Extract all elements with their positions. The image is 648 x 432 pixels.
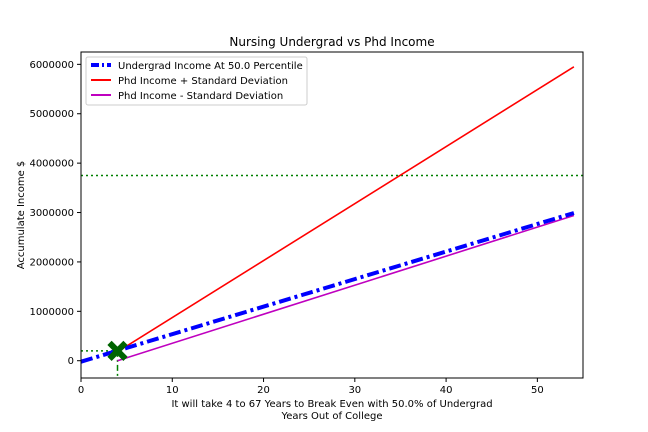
break-even-marker [107, 340, 128, 361]
y-tick-label: 4000000 [29, 159, 74, 170]
chart-title: Nursing Undergrad vs Phd Income [229, 35, 434, 49]
legend-label-phd-plus: Phd Income + Standard Deviation [118, 76, 288, 87]
x-axis-label-line2: Years Out of College [281, 411, 383, 422]
x-tick-label: 10 [166, 385, 179, 396]
y-tick-label: 5000000 [29, 109, 74, 120]
x-tick-label: 30 [348, 385, 361, 396]
x-tick-label: 0 [78, 385, 84, 396]
y-tick-label: 0 [68, 356, 74, 367]
x-axis-label-line1: It will take 4 to 67 Years to Break Even… [171, 399, 492, 410]
y-axis-label: Accumulate Income $ [16, 161, 27, 270]
x-tick-label: 40 [440, 385, 453, 396]
x-axis-ticks: 0 10 20 30 40 50 [78, 378, 544, 396]
break-even-x-icon [107, 340, 128, 361]
series-line-0 [80, 211, 575, 364]
y-tick-label: 3000000 [29, 208, 74, 219]
legend-label-phd-minus: Phd Income - Standard Deviation [118, 91, 283, 102]
x-tick-label: 20 [257, 385, 270, 396]
series-lines [80, 66, 575, 364]
plot-frame [80, 51, 584, 379]
legend: Undergrad Income At 50.0 Percentile Phd … [85, 56, 308, 106]
y-tick-label: 1000000 [29, 307, 74, 318]
y-axis-ticks: 0 1000000 2000000 3000000 4000000 5000000 6000… [29, 60, 81, 367]
series-line-1 [117, 66, 575, 353]
y-tick-label: 2000000 [29, 257, 74, 268]
y-tick-label: 6000000 [29, 60, 74, 71]
legend-label-undergrad: Undergrad Income At 50.0 Percentile [118, 61, 303, 72]
legend-box [85, 56, 308, 106]
series-line-2 [117, 214, 575, 362]
x-tick-label: 50 [531, 385, 544, 396]
